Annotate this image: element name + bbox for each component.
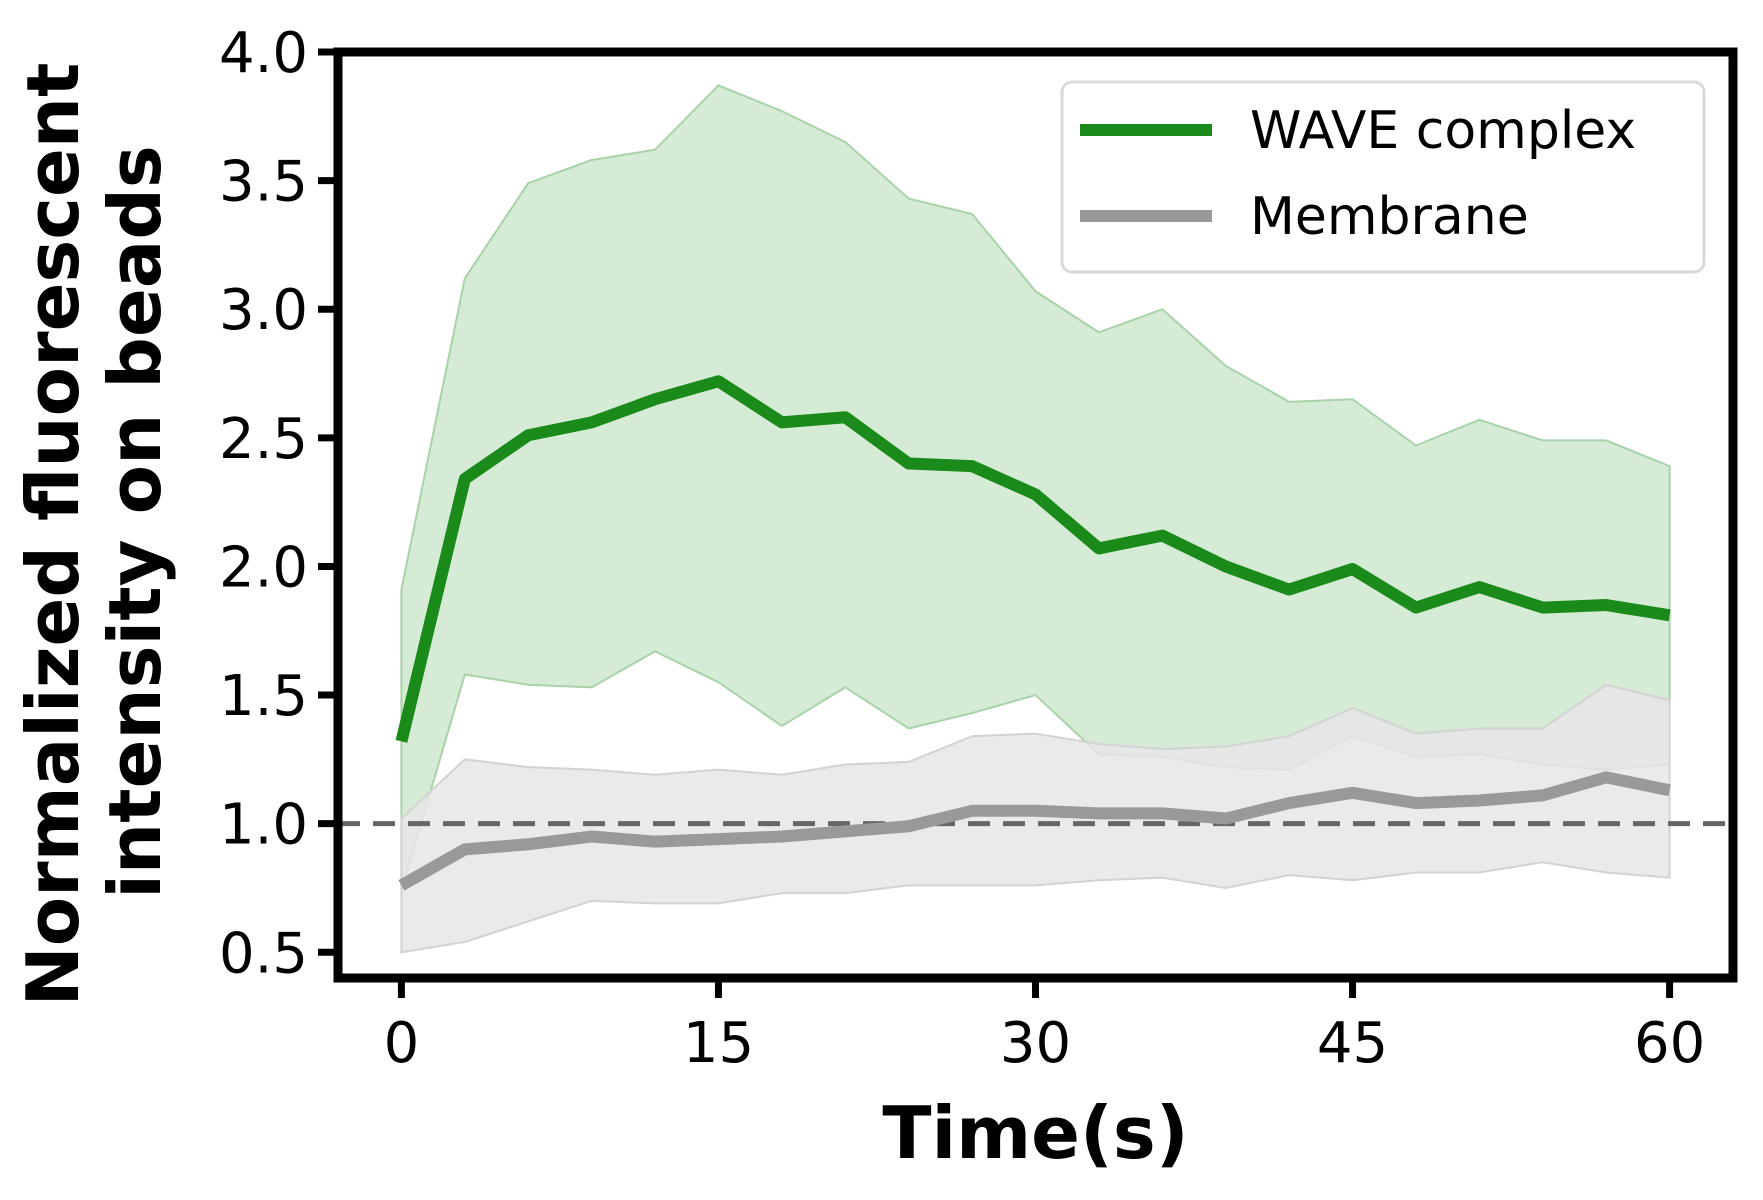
y-axis-title: Normalized fluorescent intensity on bead… — [11, 37, 177, 1006]
y-axis: 0.5 1.0 1.5 2.0 2.5 3.0 3.5 4.0 — [219, 21, 338, 986]
x-tick-label: 15 — [683, 1011, 754, 1076]
y-tick-label: 2.0 — [219, 535, 308, 600]
y-axis-title-line-2: intensity on beads — [93, 145, 177, 899]
x-tick-label: 60 — [1634, 1011, 1705, 1076]
y-axis-title-line-1: Normalized fluorescent — [11, 63, 95, 1007]
y-tick-label: 0.5 — [219, 921, 308, 986]
x-axis: 0 15 30 45 60 — [384, 978, 1705, 1076]
series-line-wave-complex — [395, 375, 1671, 743]
band-membrane — [400, 683, 1671, 954]
y-tick-label: 1.5 — [219, 664, 308, 729]
y-tick-label: 3.0 — [219, 278, 308, 343]
x-axis-title: Time(s) — [882, 1091, 1188, 1175]
y-tick-label: 3.5 — [219, 150, 308, 215]
y-tick-label: 1.0 — [219, 793, 308, 858]
legend: WAVE complex Membrane — [1060, 80, 1706, 274]
x-tick-label: 0 — [384, 1011, 420, 1076]
legend-frame — [1060, 80, 1706, 274]
x-tick-label: 30 — [1000, 1011, 1071, 1076]
legend-label-membrane: Membrane — [1250, 187, 1529, 247]
x-tick-label: 45 — [1317, 1011, 1388, 1076]
legend-label-wave-complex: WAVE complex — [1250, 101, 1636, 161]
series-lines — [395, 375, 1671, 891]
y-tick-label: 2.5 — [219, 407, 308, 472]
y-tick-label: 4.0 — [219, 21, 308, 86]
series-line-membrane — [398, 771, 1671, 891]
